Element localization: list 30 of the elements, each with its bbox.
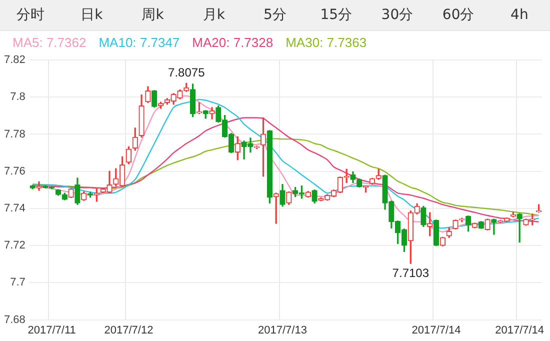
x-tick-label: 2017/7/11: [28, 324, 76, 336]
text: 60分: [441, 6, 476, 25]
y-tick-label: 7.7: [10, 276, 26, 289]
x-tick-label: 2017/7/14: [495, 324, 544, 336]
text: 4h: [510, 6, 530, 25]
text: 日k: [80, 6, 104, 25]
candlestick: [516, 213, 522, 243]
y-tick-label: 7.68: [4, 314, 26, 326]
x-tick-label: 2017/7/14: [412, 324, 461, 336]
text: 15分: [319, 6, 354, 25]
x-tick-label: 2017/7/13: [258, 324, 307, 336]
x-tick-label: 2017/7/12: [104, 324, 154, 336]
text: 30分: [380, 6, 414, 25]
text: 5分: [262, 6, 288, 25]
text: 月k: [202, 6, 226, 25]
text: MA20: 7.7328: [192, 35, 274, 50]
text: MA10: 7.7347: [98, 35, 180, 50]
annotation: 7.7103: [392, 266, 430, 280]
text: 周k: [140, 6, 165, 25]
text: 分时: [16, 6, 46, 25]
annotation: 7.8075: [168, 66, 206, 80]
y-tick-label: 7.76: [4, 165, 26, 178]
y-tick-label: 7.82: [4, 54, 26, 66]
candlestick: [491, 218, 497, 235]
y-tick-label: 7.78: [4, 128, 26, 140]
y-tick-label: 7.72: [4, 240, 26, 252]
y-tick-label: 7.8: [10, 91, 26, 104]
text: MA5: 7.7362: [12, 35, 86, 50]
text: MA30: 7.7363: [286, 35, 367, 50]
y-tick-label: 7.74: [4, 202, 26, 214]
